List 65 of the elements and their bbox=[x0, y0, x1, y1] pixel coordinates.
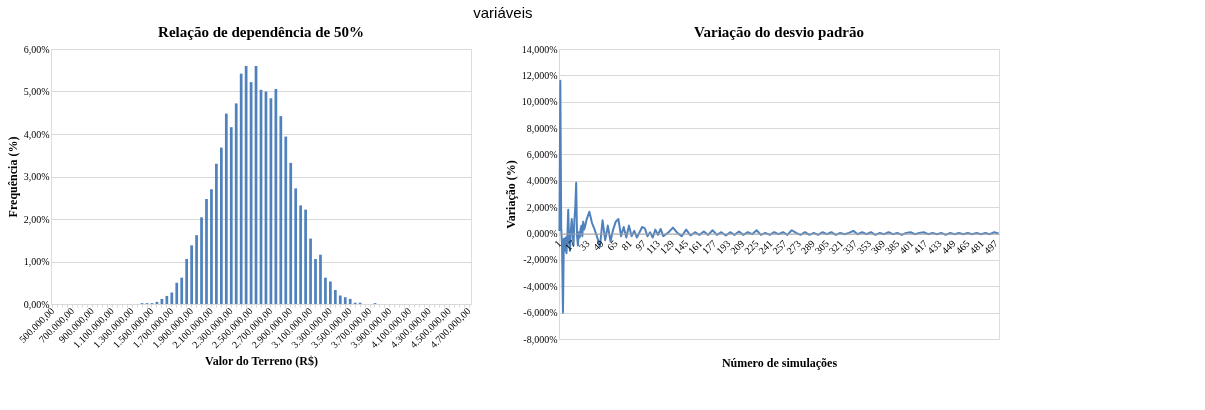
bar bbox=[180, 277, 184, 304]
x-tick-label: 81 bbox=[619, 237, 634, 253]
bar bbox=[343, 297, 347, 304]
x-axis-title: Valor do Terreno (R$) bbox=[205, 354, 318, 369]
x-tick-label: 49 bbox=[590, 237, 606, 253]
bar bbox=[348, 298, 352, 304]
bar bbox=[195, 235, 198, 304]
bar bbox=[294, 188, 298, 304]
y-tick-label: -2,000% bbox=[523, 254, 558, 266]
bar bbox=[210, 189, 213, 304]
bar bbox=[324, 277, 327, 304]
y-tick-label: 2,000% bbox=[526, 201, 558, 213]
bar bbox=[314, 258, 317, 304]
x-axis-title: Número de simulações bbox=[721, 355, 838, 370]
bar bbox=[200, 217, 203, 304]
y-tick-label: 0,00% bbox=[23, 298, 50, 310]
bar bbox=[190, 245, 193, 304]
bar bbox=[304, 209, 307, 304]
bar bbox=[165, 295, 169, 304]
bar bbox=[229, 127, 233, 304]
y-tick-label: 14,000% bbox=[521, 43, 558, 55]
y-tick-label: 10,000% bbox=[521, 96, 558, 108]
bar bbox=[205, 199, 208, 304]
y-tick-label: 1,00% bbox=[23, 256, 50, 267]
y-axis-title: Variação (%) bbox=[503, 160, 518, 229]
bar bbox=[333, 289, 337, 304]
bar bbox=[279, 116, 283, 304]
y-tick-label: 4,000% bbox=[526, 175, 558, 187]
y-tick-label: -4,000% bbox=[523, 280, 558, 292]
bar bbox=[234, 103, 238, 304]
y-axis-title: Frequência (%) bbox=[5, 136, 20, 218]
y-tick-label: 5,00% bbox=[23, 86, 50, 97]
bar bbox=[284, 136, 288, 304]
bar bbox=[338, 295, 342, 304]
x-tick-label: 1 bbox=[552, 237, 564, 250]
y-tick-label: 4,00% bbox=[23, 128, 50, 140]
bar bbox=[219, 147, 223, 304]
bar bbox=[175, 282, 179, 304]
bar bbox=[289, 162, 293, 304]
bar bbox=[309, 238, 312, 304]
x-tick-label: 433 bbox=[925, 237, 944, 257]
x-tick-label: 97 bbox=[633, 237, 648, 253]
bar bbox=[215, 163, 218, 304]
y-tick-label: 6,000% bbox=[526, 148, 558, 160]
x-tick-label: 17 bbox=[562, 237, 578, 253]
bar bbox=[170, 292, 174, 304]
bar bbox=[185, 258, 189, 304]
y-tick-label: 0,000% bbox=[526, 228, 558, 240]
text: variáveis bbox=[473, 3, 533, 21]
y-tick-label: 6,00% bbox=[23, 43, 50, 55]
bar bbox=[239, 73, 243, 304]
y-tick-label: 8,000% bbox=[526, 122, 558, 134]
x-tick-label: 33 bbox=[576, 237, 592, 253]
y-tick-label: 2,00% bbox=[23, 213, 50, 225]
bar bbox=[224, 113, 228, 304]
y-tick-label: 3,00% bbox=[23, 171, 50, 182]
chart-title: Relação de dependência de 50% bbox=[158, 24, 364, 40]
chart-title: Variação do desvio padrão bbox=[694, 24, 864, 40]
y-tick-label: -6,000% bbox=[523, 307, 558, 319]
bar bbox=[319, 254, 322, 304]
y-tick-label: -8,000% bbox=[523, 333, 558, 345]
y-tick-label: 12,000% bbox=[521, 69, 558, 81]
bar bbox=[329, 281, 332, 304]
x-tick-label: 65 bbox=[604, 237, 620, 253]
bar bbox=[299, 205, 303, 304]
